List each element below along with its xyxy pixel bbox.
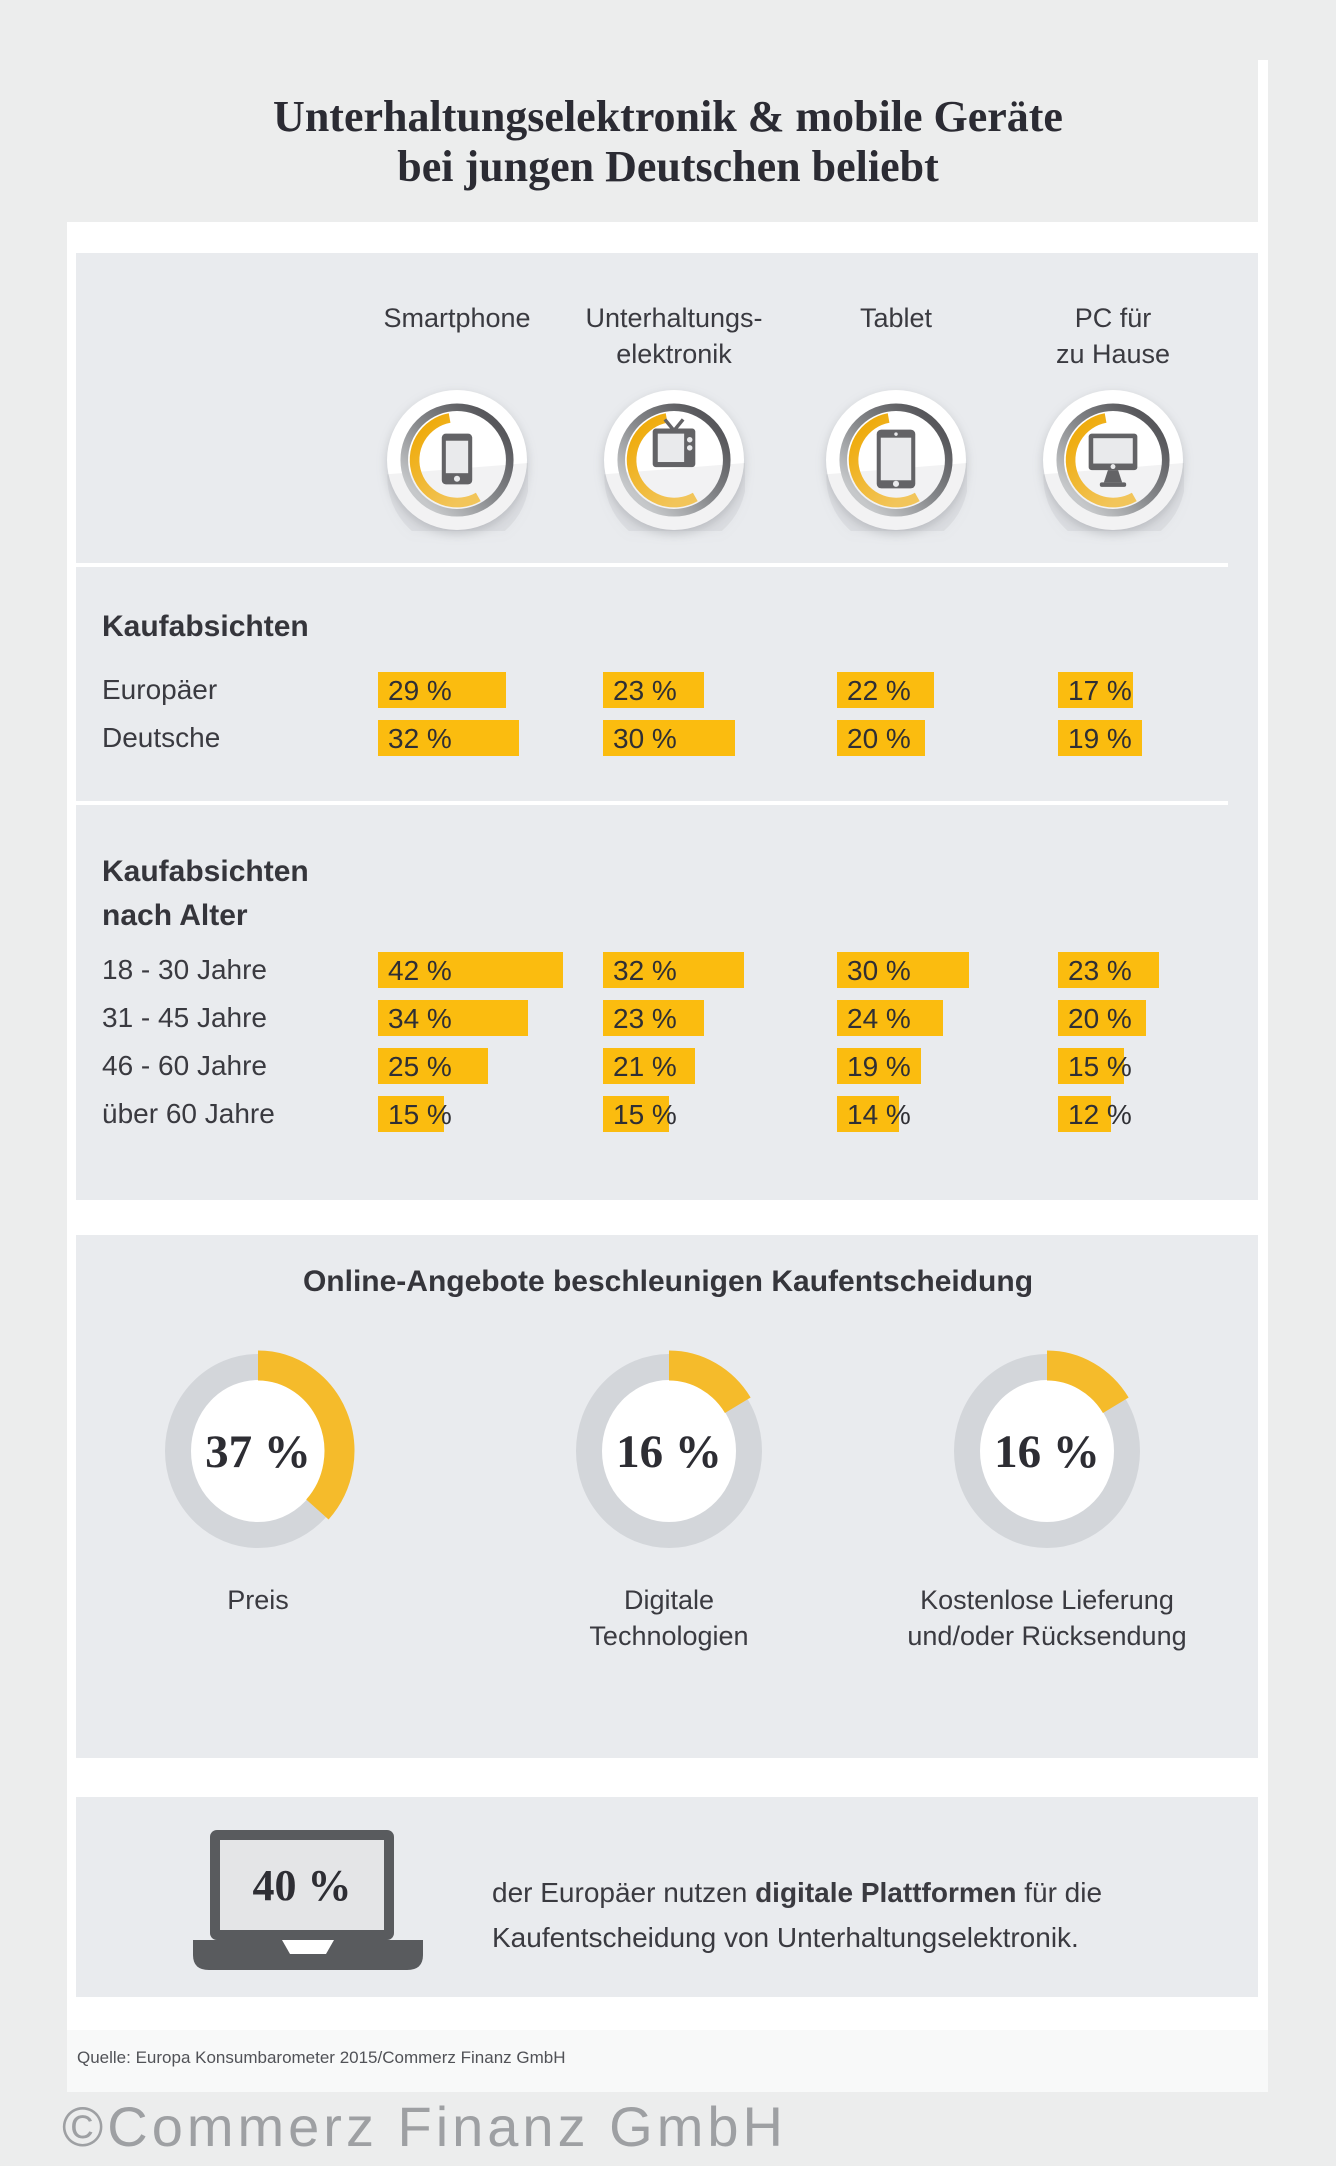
donut-arc [668, 1350, 751, 1414]
sheet-left-edge [67, 253, 76, 2092]
page-title-line1: Unterhaltungselektronik & mobile Geräte [273, 92, 1063, 141]
column-label: Unterhaltungs- [585, 303, 763, 333]
heading-kaufabsichten-nach-alter: Kaufabsichten nach Alter [102, 850, 309, 938]
bar-value: 22 % [837, 672, 934, 708]
bar-value: 23 % [1058, 952, 1159, 988]
page-title-line2: bei jungen Deutschen beliebt [397, 142, 939, 191]
row-label: Europäer [102, 674, 218, 705]
tablet-icon [826, 390, 967, 531]
section-gap-1 [67, 1200, 1268, 1235]
bar-value: 19 % [1058, 720, 1142, 756]
sheet-top-band [67, 222, 1268, 253]
bar-value: 23 % [603, 672, 704, 708]
source-strip [67, 2030, 1268, 2092]
bar-value: 15 % [603, 1096, 677, 1132]
section-gap-2 [67, 1758, 1268, 1797]
column-label: zu Hause [1055, 339, 1171, 369]
bar-value: 15 % [1058, 1048, 1132, 1084]
bar-value: 20 % [837, 720, 925, 756]
heading-line2: nach Alter [102, 899, 248, 932]
page-title: Unterhaltungselektronik & mobile Geräte … [0, 92, 1336, 192]
donut-label: Technologien [589, 1621, 749, 1651]
row-label: 46 - 60 Jahre [102, 1050, 267, 1081]
row-label: 18 - 30 Jahre [102, 954, 267, 985]
donut-label: Digitale [623, 1585, 715, 1615]
statement-line1-pre: der Europäer nutzen [492, 1877, 756, 1908]
bar-value: 12 % [1058, 1096, 1132, 1132]
donut-arc [1046, 1350, 1129, 1414]
row-label: über 60 Jahre [102, 1098, 275, 1129]
bar-value: 17 % [1058, 672, 1133, 708]
bar-value: 29 % [378, 672, 506, 708]
bar-value: 14 % [837, 1096, 911, 1132]
statement-line2: Kaufentscheidung von Unterhaltungselektr… [492, 1922, 1079, 1953]
bar-value: 21 % [603, 1048, 695, 1084]
source-note: Quelle: Europa Konsumbarometer 2015/Comm… [77, 2048, 566, 2067]
column-label: Smartphone [383, 303, 531, 333]
laptop-icon: 40 % [193, 1830, 423, 1970]
divider-line [76, 563, 1228, 567]
bar-value: 32 % [603, 952, 744, 988]
column-label: Tablet [859, 303, 933, 333]
heading-line1: Kaufabsichten [102, 855, 309, 888]
statement-line1-post: für die [1016, 1877, 1103, 1908]
bar-value: 23 % [603, 1000, 704, 1036]
bar-value: 25 % [378, 1048, 488, 1084]
donut-value: 16 % [994, 1426, 1100, 1478]
donut-chart: 16 % [576, 1350, 762, 1548]
laptop-value: 40 % [253, 1861, 352, 1910]
smartphone-icon [387, 390, 528, 531]
donut-chart: 16 % [954, 1350, 1140, 1548]
section-gap-3 [67, 1997, 1268, 2030]
donut-arc [257, 1350, 355, 1520]
bar-value: 34 % [378, 1000, 528, 1036]
bar-value: 24 % [837, 1000, 943, 1036]
desktop-icon [1043, 390, 1184, 531]
bar-value: 20 % [1058, 1000, 1146, 1036]
donut-label: Kostenlose Lieferung [920, 1585, 1174, 1615]
heading-online-angebote: Online-Angebote beschleunigen Kaufentsch… [302, 1265, 1034, 1298]
bar-value: 15 % [378, 1096, 452, 1132]
column-label: PC für [1074, 303, 1152, 333]
watermark: ©Commerz Finanz GmbH [62, 2095, 787, 2158]
heading-kaufabsichten: Kaufabsichten [102, 610, 309, 643]
bar-value: 30 % [837, 952, 969, 988]
donut-label: Preis [227, 1585, 289, 1615]
row-label: 31 - 45 Jahre [102, 1002, 267, 1033]
donut-value: 37 % [205, 1426, 311, 1478]
divider-line [76, 801, 1228, 805]
donut-value: 16 % [616, 1426, 722, 1478]
statement-line1: der Europäer nutzen digitale Plattformen… [492, 1870, 1102, 1915]
column-label: elektronik [616, 339, 732, 369]
bar-value: 30 % [603, 720, 735, 756]
donut-chart: 37 % [165, 1350, 355, 1548]
bar-value: 32 % [378, 720, 519, 756]
row-label: Deutsche [102, 722, 221, 753]
tv-icon [604, 390, 745, 531]
bar-value: 42 % [378, 952, 563, 988]
bar-value: 19 % [837, 1048, 921, 1084]
sheet-right-edge [1258, 60, 1268, 2092]
donut-label: und/oder Rücksendung [907, 1621, 1187, 1651]
platforms-statement: der Europäer nutzen digitale Plattformen… [492, 1870, 1102, 1960]
statement-line1-bold: digitale Plattformen [755, 1877, 1017, 1908]
